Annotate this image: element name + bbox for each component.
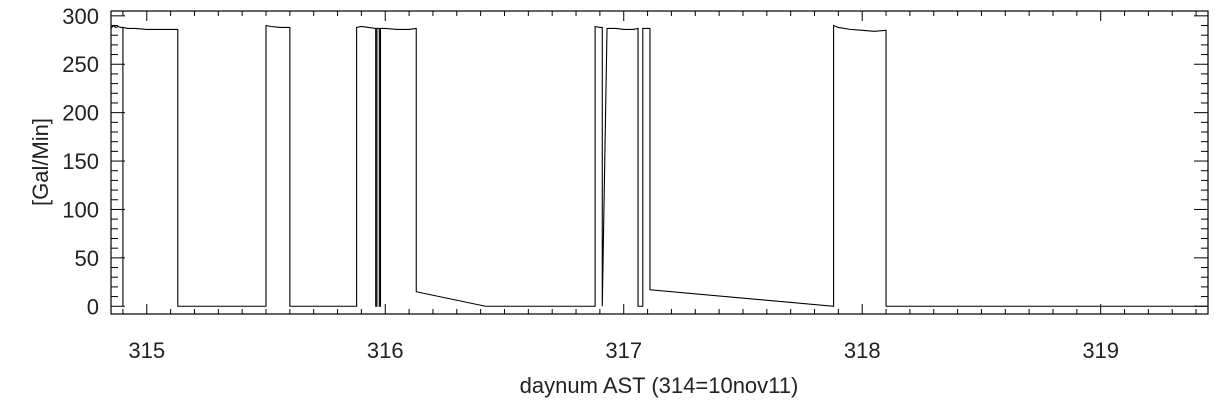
x-tick-label: 315 [128, 338, 165, 363]
ticks-layer: 315 316 317 318 319 0 50 100 150 200 250 300 [62, 4, 1208, 363]
y-tick-label: 250 [62, 52, 99, 77]
data-layer [110, 24, 1208, 307]
plot-frame [110, 10, 1209, 315]
x-tick-label: 317 [605, 338, 642, 363]
x-tick-label: 318 [844, 338, 881, 363]
y-tick-label: 50 [75, 246, 99, 271]
series-line-0 [110, 24, 1208, 307]
y-tick-label: 200 [62, 101, 99, 126]
y-axis-title: [Gal/Min] [28, 118, 53, 206]
x-tick-label: 319 [1082, 338, 1119, 363]
y-tick-label: 0 [87, 294, 99, 319]
x-axis-title: daynum AST (314=10nov11) [520, 373, 799, 398]
y-tick-label: 300 [62, 4, 99, 29]
y-tick-label: 150 [62, 149, 99, 174]
x-tick-label: 316 [367, 338, 404, 363]
y-tick-label: 100 [62, 197, 99, 222]
